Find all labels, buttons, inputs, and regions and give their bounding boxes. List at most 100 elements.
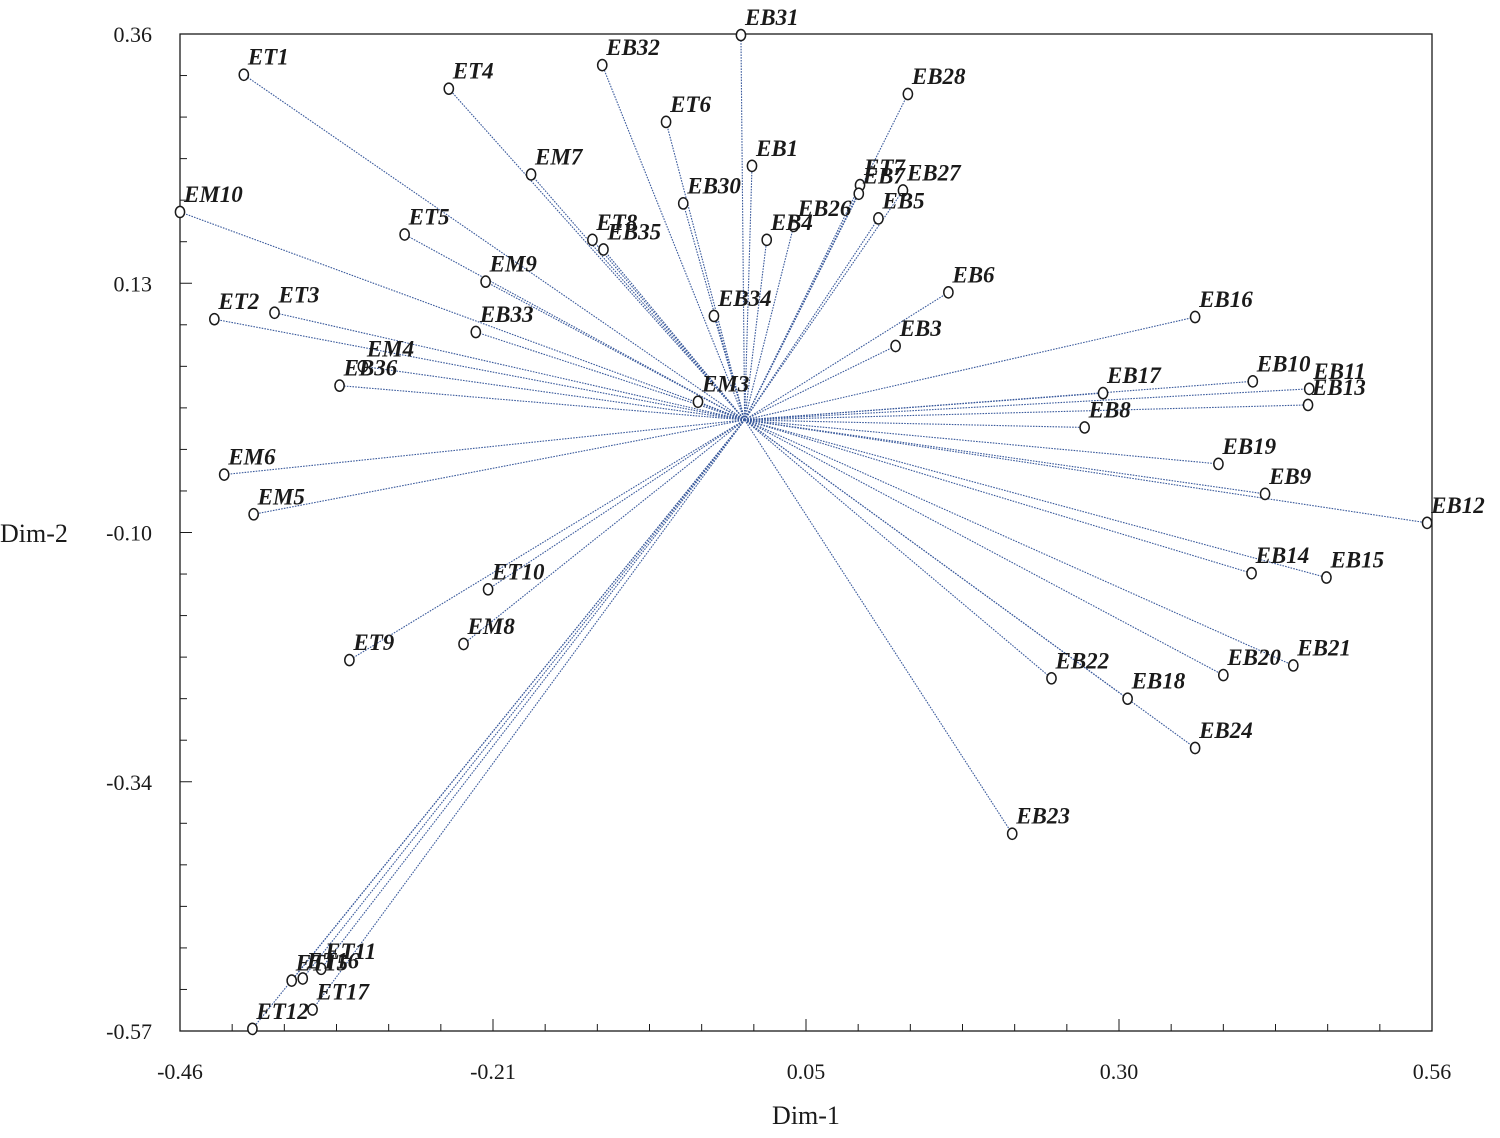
- point-marker-eb27: [897, 184, 909, 197]
- y-tick-label: -0.10: [106, 521, 152, 546]
- point-marker-eb9: [1259, 487, 1271, 501]
- point-label-eb11: EB11: [1312, 359, 1365, 384]
- point-marker-eb5: [873, 212, 884, 225]
- point-label-et1: ET1: [247, 45, 289, 70]
- x-tick-label: -0.21: [470, 1059, 516, 1084]
- point-marker-et12: [247, 1022, 258, 1036]
- point-label-eb12: EB12: [1430, 493, 1485, 518]
- vector-line-eb12: [744, 419, 1428, 524]
- point-label-et6: ET6: [669, 92, 711, 117]
- point-label-et11: ET11: [324, 939, 376, 964]
- vector-line-eb3: [744, 345, 896, 421]
- point-label-eb24: EB24: [1198, 718, 1253, 743]
- point-label-et3: ET3: [278, 283, 320, 308]
- vector-line-em4: [362, 365, 745, 421]
- point-marker-eb33: [470, 325, 482, 339]
- point-marker-em6: [218, 468, 230, 481]
- vector-line-em6: [224, 419, 745, 476]
- y-tick-label: 0.13: [114, 271, 153, 296]
- point-label-eb18: EB18: [1131, 669, 1186, 694]
- point-label-eb19: EB19: [1221, 434, 1276, 459]
- vector-line-eb23: [744, 419, 1013, 835]
- point-marker-eb19: [1213, 457, 1224, 471]
- y-axis-title: Dim-2: [0, 519, 68, 548]
- point-label-et9: ET9: [352, 630, 394, 655]
- point-marker-eb35: [598, 243, 609, 256]
- point-label-em7: EM7: [534, 144, 584, 169]
- point-label-em6: EM6: [227, 445, 276, 470]
- point-marker-eb8: [1079, 421, 1090, 434]
- vector-line-eb9: [744, 419, 1266, 495]
- vector-line-et9: [349, 419, 745, 661]
- point-label-eb3: EB3: [899, 316, 942, 341]
- point-label-eb7: EB7: [862, 164, 907, 189]
- plot-frame: [179, 33, 1433, 1032]
- point-label-em4: EM4: [366, 336, 414, 361]
- point-marker-eb32: [596, 58, 608, 72]
- vector-line-eb20: [744, 419, 1224, 676]
- vector-line-eb21: [744, 419, 1294, 666]
- vector-line-eb35: [603, 249, 746, 421]
- vector-line-eb4: [744, 239, 768, 421]
- vector-line-eb15: [744, 419, 1327, 579]
- x-tick-label: 0.30: [1100, 1059, 1139, 1084]
- vector-line-eb7: [744, 193, 860, 421]
- vector-line-eb14: [744, 419, 1252, 574]
- vector-line-et3: [274, 312, 745, 421]
- point-marker-eb4: [761, 233, 773, 247]
- point-label-eb1: EB1: [755, 136, 798, 161]
- point-label-eb4: EB4: [770, 210, 813, 235]
- vector-line-em7: [530, 174, 746, 421]
- vector-line-et11: [320, 419, 746, 970]
- vector-line-eb36: [339, 385, 745, 421]
- point-label-et2: ET2: [217, 289, 259, 314]
- y-tick-label: 0.36: [114, 22, 153, 47]
- point-marker-eb22: [1046, 671, 1057, 685]
- axes-layer: -0.46 -0.21 0.05 0.30 0.56 0.36 0.13 -0.10 -0.34…: [106, 22, 1451, 1084]
- point-marker-et11: [315, 962, 327, 976]
- point-label-eb22: EB22: [1054, 648, 1109, 673]
- point-marker-et1: [238, 68, 250, 82]
- point-label-eb33: EB33: [479, 302, 534, 327]
- x-tick-label: 0.56: [1413, 1059, 1452, 1084]
- point-label-et7: ET7: [863, 155, 906, 180]
- point-marker-em3: [692, 395, 704, 409]
- point-marker-em7: [525, 168, 537, 181]
- point-label-em8: EM8: [467, 614, 516, 639]
- point-label-eb20: EB20: [1226, 645, 1281, 670]
- vector-line-et6: [665, 121, 746, 421]
- point-marker-et2: [209, 312, 220, 326]
- point-label-eb16: EB16: [1198, 287, 1253, 312]
- vector-line-eb13: [744, 404, 1309, 421]
- point-marker-eb13: [1302, 398, 1314, 412]
- point-label-eb31: EB31: [744, 5, 799, 30]
- point-marker-eb6: [943, 286, 954, 299]
- point-marker-et3: [269, 306, 280, 320]
- point-marker-eb21: [1287, 659, 1299, 672]
- x-tick-label: 0.05: [787, 1059, 826, 1084]
- point-marker-eb3: [890, 339, 901, 353]
- point-marker-eb17: [1097, 386, 1109, 400]
- point-label-et5: ET5: [408, 204, 450, 229]
- vector-line-et1: [243, 74, 745, 421]
- point-label-eb14: EB14: [1255, 543, 1310, 568]
- point-marker-et16: [297, 972, 309, 985]
- point-label-et8: ET8: [595, 210, 637, 235]
- point-marker-eb36: [334, 379, 345, 392]
- point-marker-eb10: [1247, 374, 1259, 388]
- point-label-eb21: EB21: [1296, 635, 1351, 660]
- point-label-et12: ET12: [255, 999, 308, 1024]
- point-label-eb27: EB27: [906, 161, 962, 186]
- vector-line-eb5: [744, 218, 879, 421]
- point-marker-em9: [480, 275, 491, 288]
- vector-line-et16: [302, 419, 746, 979]
- point-marker-et6: [660, 115, 672, 129]
- point-label-eb36: EB36: [343, 356, 398, 381]
- vector-line-et5: [404, 233, 745, 421]
- vector-line-et4: [448, 88, 746, 421]
- point-label-et4: ET4: [452, 59, 494, 84]
- point-marker-et9: [344, 653, 355, 667]
- point-label-eb5: EB5: [881, 188, 924, 213]
- y-tick-label: -0.34: [106, 770, 152, 795]
